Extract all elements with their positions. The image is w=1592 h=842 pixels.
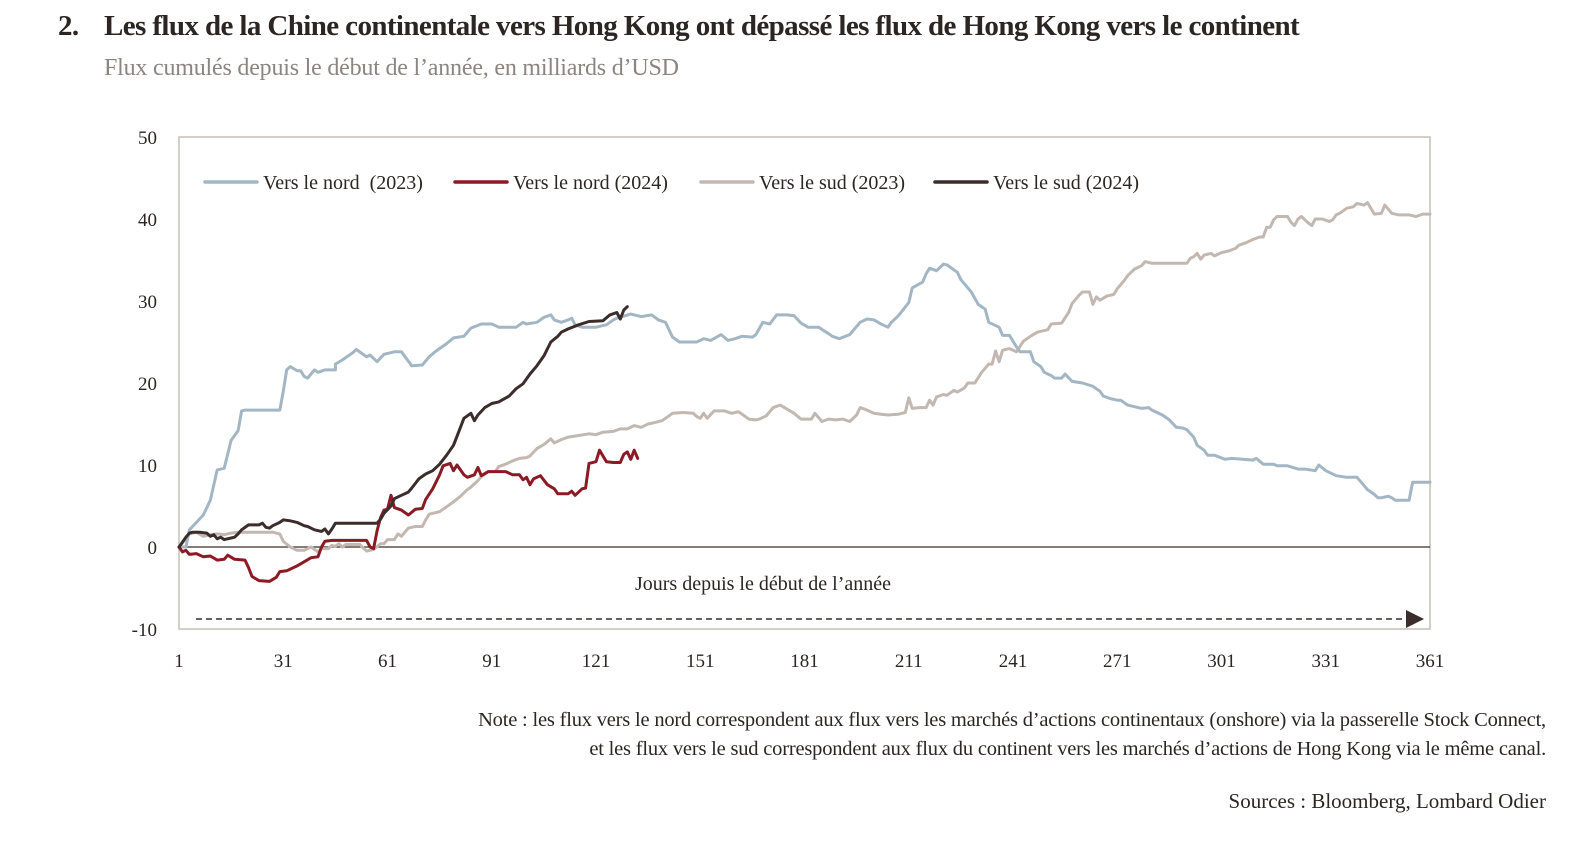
series-lines xyxy=(177,201,1432,583)
legend: Vers le nord (2023) Vers le nord (2024) Ve… xyxy=(203,172,1139,194)
plot-frame xyxy=(178,136,1431,630)
series-line-1 xyxy=(177,448,640,583)
legend-label: Vers le nord (2023) xyxy=(263,172,423,194)
x-tick-label: 91 xyxy=(482,651,501,672)
y-tick-label: 0 xyxy=(148,538,158,559)
legend-item: Vers le sud (2024) xyxy=(933,172,1139,194)
x-tick-label: 121 xyxy=(582,651,611,672)
legend-label: Vers le sud (2023) xyxy=(759,172,905,194)
chart-title: 2. Les flux de la Chine continentale vers… xyxy=(58,10,1300,43)
chart-title-text: Les flux de la Chine continentale vers H… xyxy=(104,10,1300,42)
y-tick-label: 20 xyxy=(138,374,157,395)
x-axis-annotation: Jours depuis le début de l’année xyxy=(635,573,891,595)
footnote-line-1: Note : les flux vers le nord corresponde… xyxy=(478,709,1546,731)
x-tick-label: 181 xyxy=(790,651,819,672)
x-tick-label: 61 xyxy=(378,651,397,672)
series-line-2 xyxy=(177,201,1432,554)
axes: -10 0 10 20 30 40 50 1 31 61 91 121 151 181 211 241 271 3… xyxy=(132,128,1445,672)
y-tick-label: 50 xyxy=(138,128,157,149)
sources: Sources : Bloomberg, Lombard Odier xyxy=(1228,789,1546,813)
y-tick-label: 40 xyxy=(138,210,157,231)
legend-item: Vers le nord (2023) xyxy=(203,172,423,194)
x-tick-label: 331 xyxy=(1312,651,1341,672)
chart-number: 2. xyxy=(58,10,79,42)
x-tick-label: 211 xyxy=(895,651,923,672)
y-tick-label: 30 xyxy=(138,292,157,313)
x-tick-label: 151 xyxy=(686,651,715,672)
legend-label: Vers le sud (2024) xyxy=(993,172,1139,194)
y-tick-label: 10 xyxy=(138,456,157,477)
footnote: Note : les flux vers le nord corresponde… xyxy=(478,706,1546,764)
chart-subtitle: Flux cumulés depuis le début de l’année,… xyxy=(104,55,679,81)
x-tick-label: 271 xyxy=(1103,651,1132,672)
y-tick-label: -10 xyxy=(132,620,157,641)
x-tick-label: 301 xyxy=(1207,651,1236,672)
series-line-0 xyxy=(177,262,1432,549)
legend-item: Vers le sud (2023) xyxy=(699,172,905,194)
legend-item: Vers le nord (2024) xyxy=(453,172,668,194)
x-tick-label: 241 xyxy=(999,651,1028,672)
x-tick-label: 361 xyxy=(1416,651,1445,672)
legend-label: Vers le nord (2024) xyxy=(513,172,668,194)
x-tick-label: 31 xyxy=(274,651,293,672)
timeline-arrow-head xyxy=(1406,610,1424,628)
series-line-3 xyxy=(177,305,629,549)
x-tick-label: 1 xyxy=(174,651,184,672)
footnote-line-2: et les flux vers le sud correspondent au… xyxy=(589,738,1546,760)
